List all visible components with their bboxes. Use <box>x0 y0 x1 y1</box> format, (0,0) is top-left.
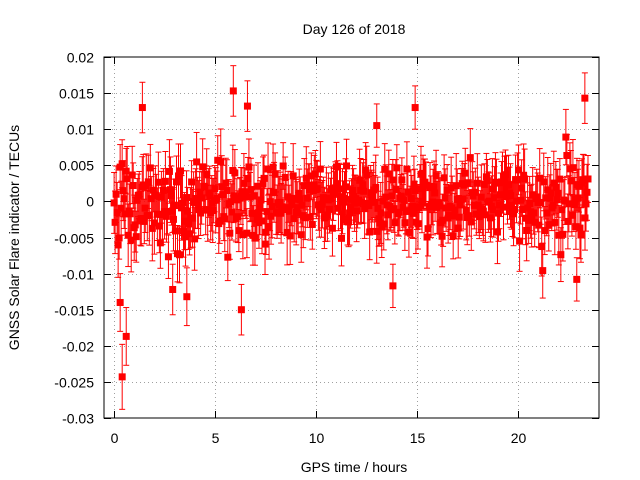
data-point <box>259 156 267 212</box>
y-tick-label: 0.01 <box>67 122 94 138</box>
y-axis-title: GNSS Solar Flare indicator / TECUs <box>6 125 22 350</box>
data-point <box>583 163 591 221</box>
y-tick-label: -0.02 <box>62 339 94 355</box>
data-point <box>403 141 411 197</box>
grid-lines <box>104 57 599 418</box>
data-point <box>277 182 285 244</box>
data-point <box>498 151 506 214</box>
chart-title: Day 126 of 2018 <box>303 21 406 37</box>
data-point <box>190 171 198 234</box>
data-point <box>429 168 437 236</box>
x-tick-label: 15 <box>410 430 426 446</box>
data-point <box>182 207 190 267</box>
x-tick-label: 5 <box>212 430 220 446</box>
data-point <box>240 153 248 214</box>
data-point <box>237 283 245 336</box>
data-point <box>122 307 130 366</box>
data-point <box>118 343 126 410</box>
data-point <box>185 197 193 250</box>
x-tick-label: 10 <box>309 430 325 446</box>
y-tick-label: 0.02 <box>67 50 94 66</box>
data-point <box>310 154 318 215</box>
data-point <box>581 72 589 124</box>
data-point <box>439 193 447 247</box>
data-point <box>116 273 124 332</box>
data-point <box>138 81 146 134</box>
y-tick-label: -0.025 <box>54 375 94 391</box>
data-point <box>229 65 237 117</box>
data-point <box>260 154 268 203</box>
x-tick-label: 0 <box>111 430 119 446</box>
data-point <box>222 157 230 209</box>
axis-ticks: -0.03 -0.025 -0.02 -0.015 -0.01 -0.005 0 0.005 0… <box>54 50 599 446</box>
data-point <box>180 204 188 258</box>
y-tick-label: -0.015 <box>54 303 94 319</box>
data-point <box>411 85 419 130</box>
data-point <box>169 263 177 316</box>
data-point <box>300 158 308 214</box>
data-point <box>536 148 544 209</box>
data-point <box>373 103 381 148</box>
y-tick-label: -0.03 <box>62 411 94 427</box>
data-point <box>393 144 401 192</box>
data-point <box>273 184 281 239</box>
data-series <box>110 65 592 410</box>
data-point <box>286 206 294 265</box>
data-point <box>243 208 251 259</box>
data-point <box>122 147 130 195</box>
y-tick-label: -0.01 <box>62 267 94 283</box>
data-point <box>538 216 546 277</box>
data-point <box>516 210 524 272</box>
y-tick-label: 0.015 <box>59 86 94 102</box>
data-point <box>438 205 446 268</box>
data-point <box>573 257 581 302</box>
y-tick-label: -0.005 <box>54 231 94 247</box>
data-point <box>183 267 191 327</box>
plot-border <box>103 56 600 419</box>
data-point <box>243 80 251 132</box>
x-tick-label: 20 <box>511 430 527 446</box>
data-point <box>164 234 172 279</box>
data-point <box>584 154 592 203</box>
y-tick-label: 0.005 <box>59 158 94 174</box>
y-tick-label: 0 <box>86 194 94 210</box>
data-point <box>389 263 397 309</box>
x-axis-title: GPS time / hours <box>301 459 408 475</box>
